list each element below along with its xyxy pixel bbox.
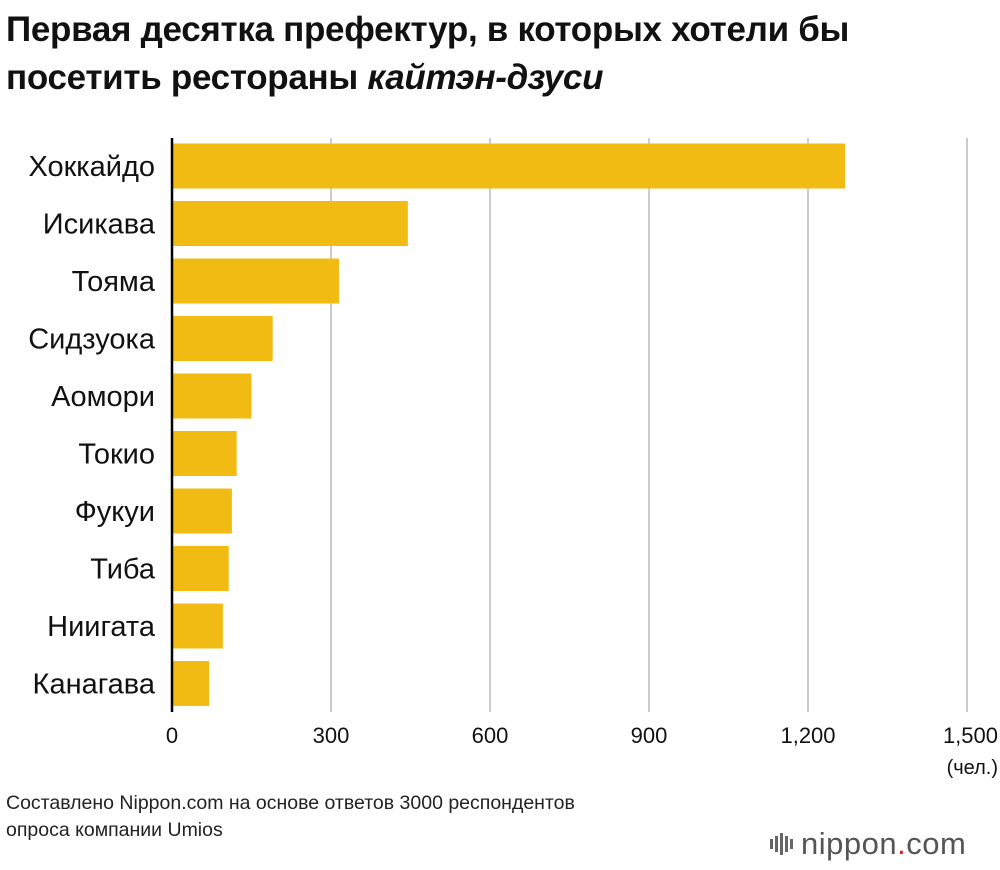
category-label: Сидзуока: [28, 324, 156, 356]
bar: [172, 258, 339, 304]
category-label: Аомори: [51, 381, 155, 413]
source-note-line2: опроса компании Umios: [6, 819, 223, 841]
bar: [172, 373, 252, 419]
category-label: Фукуи: [75, 496, 155, 528]
logo-mark-icon: [770, 833, 793, 855]
category-label: Исикава: [43, 209, 156, 241]
bar: [172, 488, 232, 534]
bar: [172, 546, 229, 591]
source-note-line1: Составлено Nippon.com на основе ответов …: [6, 792, 575, 814]
x-unit-label: (чел.): [947, 757, 998, 779]
bar: [172, 661, 210, 706]
category-label: Тиба: [90, 554, 156, 586]
bar: [172, 143, 846, 189]
x-tick-label: 0: [166, 723, 178, 748]
source-note: Составлено Nippon.com на основе ответов …: [6, 790, 746, 844]
chart-title-line1: Первая десятка префектур, в которых хоте…: [6, 10, 850, 49]
category-label: Канагава: [33, 669, 156, 701]
bar: [172, 201, 408, 246]
category-label: Хоккайдо: [28, 151, 155, 183]
gridlines: [330, 138, 968, 712]
chart-title-line2-prefix: посетить рестораны: [6, 58, 368, 97]
x-tick-label: 1,500: [943, 723, 998, 748]
chart-title-line2-italic: кайтэн-дзуси: [367, 58, 604, 97]
bar-chart: Хоккайдо Исикава Тояма Сидзуока Аомори Токио Ф…: [28, 138, 998, 779]
x-tick-labels: 0 300 600 900 1,200 1,500: [166, 723, 998, 748]
x-tick-label: 600: [472, 723, 509, 748]
x-tick-label: 900: [631, 723, 668, 748]
category-label: Ниигата: [47, 611, 156, 643]
bar: [172, 431, 237, 476]
x-tick-label: 300: [313, 723, 350, 748]
category-label: Тояма: [72, 266, 156, 298]
x-tick-label: 1,200: [780, 723, 835, 748]
logo-brand: nippon: [801, 826, 898, 861]
nippon-logo: nippon. com: [770, 826, 966, 862]
category-label: Токио: [78, 439, 155, 471]
bar: [172, 603, 223, 649]
bar: [172, 316, 273, 361]
category-labels: Хоккайдо Исикава Тояма Сидзуока Аомори Токио Ф…: [28, 151, 156, 701]
chart-title-line2: посетить рестораны кайтэн-дзуси: [6, 54, 996, 102]
bars: [172, 143, 846, 706]
logo-dot: .: [897, 826, 907, 861]
logo-tld: com: [906, 826, 967, 861]
chart-title: Первая десятка префектур, в которых хоте…: [6, 6, 996, 102]
